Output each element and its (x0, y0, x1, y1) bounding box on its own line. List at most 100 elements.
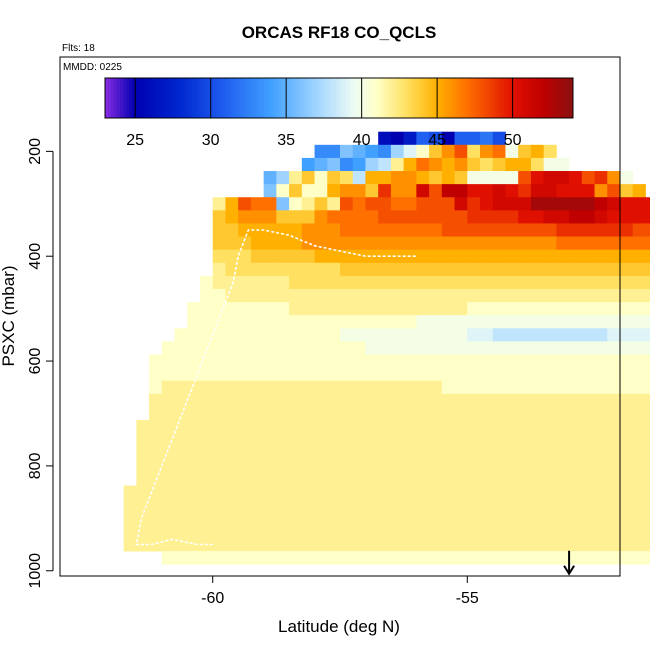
heatmap-cell (492, 288, 506, 303)
heatmap-cell (276, 236, 290, 251)
heatmap-cell (581, 511, 595, 526)
heatmap-cell (543, 485, 557, 500)
heatmap-cell (594, 485, 608, 500)
heatmap-cell (492, 236, 506, 251)
heatmap-cell (645, 236, 650, 251)
heatmap-cell (289, 341, 303, 355)
heatmap-cell (174, 511, 188, 526)
heatmap-cell (467, 380, 481, 395)
heatmap-cell (467, 406, 481, 421)
flight-track (135, 229, 417, 546)
heatmap-cell (492, 537, 506, 552)
colorbar-segment (492, 78, 496, 118)
heatmap-cell (174, 393, 188, 408)
heatmap-cell (327, 341, 341, 355)
heatmap-cell (187, 551, 201, 565)
heatmap-cell (327, 380, 341, 395)
heatmap-cell (200, 302, 214, 316)
heatmap-cell (327, 315, 341, 329)
heatmap-cell (530, 328, 545, 342)
heatmap-cell (263, 328, 277, 342)
heatmap-cell (403, 498, 417, 513)
heatmap-cell (569, 288, 583, 303)
heatmap-cell (480, 288, 494, 303)
heatmap-cell (543, 223, 557, 237)
heatmap-cell (403, 406, 417, 421)
heatmap-cell (492, 171, 506, 185)
heatmap-cell (390, 485, 405, 500)
heatmap-cell (200, 498, 214, 513)
heatmap-cell (403, 380, 417, 395)
heatmap-cell (250, 446, 265, 460)
heatmap-cell (250, 498, 265, 513)
heatmap-cell (200, 446, 214, 460)
heatmap-cell (454, 420, 468, 434)
heatmap-cell (492, 131, 506, 146)
heatmap-cell (543, 498, 557, 513)
heatmap-cell (327, 262, 341, 277)
heatmap-cell (250, 315, 265, 329)
heatmap-cell (505, 433, 519, 447)
heatmap-cell (301, 393, 315, 408)
heatmap-cell (149, 537, 163, 552)
colorbar-segment (348, 78, 352, 118)
heatmap-cell (581, 459, 595, 473)
heatmap-cell (212, 380, 226, 395)
heatmap-cell (301, 236, 315, 251)
heatmap-cell (429, 433, 443, 447)
heatmap-cell (238, 223, 252, 237)
heatmap-cell (378, 184, 392, 198)
colorbar-tick-label: 30 (202, 132, 220, 149)
colorbar-segment (144, 78, 148, 118)
heatmap-cell (301, 380, 315, 395)
heatmap-cell (620, 315, 634, 329)
heatmap-cell (454, 341, 468, 355)
heatmap-cell (581, 406, 595, 421)
heatmap-cell (620, 354, 634, 369)
heatmap-cell (149, 472, 163, 486)
heatmap-cell (225, 485, 239, 500)
heatmap-cell (340, 446, 354, 460)
heatmap-cell (556, 498, 570, 513)
heatmap-cell (416, 354, 430, 369)
heatmap-cell (200, 551, 214, 565)
heatmap-cell (340, 406, 354, 421)
heatmap-cell (263, 537, 277, 552)
heatmap-cell (123, 537, 137, 552)
flights-label: Flts: 18 (62, 43, 95, 54)
colorbar-segment (363, 78, 367, 118)
heatmap-cell (518, 537, 532, 552)
heatmap-cell (607, 446, 621, 460)
heatmap-cell (556, 275, 570, 290)
heatmap-cell (492, 302, 506, 316)
heatmap-cell (594, 197, 608, 211)
heatmap-cell (492, 472, 506, 486)
heatmap-cell (530, 262, 545, 277)
heatmap-cell (301, 524, 315, 539)
heatmap-cell (416, 275, 430, 290)
heatmap-cell (581, 328, 595, 342)
heatmap-cell (250, 524, 265, 539)
heatmap-cell (327, 157, 341, 172)
heatmap-cell (276, 341, 290, 355)
colorbar-segment (303, 78, 307, 118)
colorbar-segment (129, 78, 133, 118)
heatmap-cell (581, 275, 595, 290)
heatmap-cell (365, 328, 379, 342)
colorbar-segment (393, 78, 397, 118)
heatmap-cell (429, 485, 443, 500)
heatmap-cell (352, 393, 366, 408)
colorbar-segment (543, 78, 547, 118)
heatmap-cell (518, 498, 532, 513)
heatmap-cell (250, 262, 265, 277)
heatmap-cell (250, 288, 265, 303)
heatmap-cell (390, 524, 405, 539)
heatmap-cell (289, 249, 303, 264)
heatmap-cell (314, 524, 328, 539)
heatmap-cell (301, 184, 315, 198)
heatmap-cell (263, 446, 277, 460)
colorbar-segment (507, 78, 511, 118)
heatmap-cell (378, 446, 392, 460)
heatmap-cell (645, 288, 650, 303)
heatmap-cell (441, 420, 455, 434)
